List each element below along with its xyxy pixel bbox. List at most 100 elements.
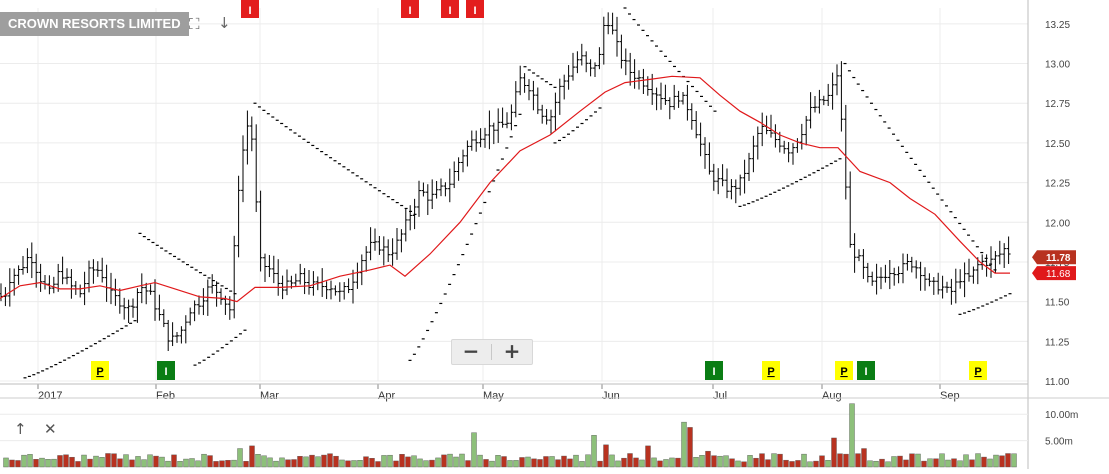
ohlc-bar	[817, 89, 822, 114]
volume-bar	[627, 453, 633, 468]
ohlc-bar	[527, 79, 531, 101]
ohlc-bar	[214, 281, 219, 307]
ohlc-bar	[562, 74, 567, 100]
volume-bar	[555, 459, 561, 468]
volume-bar	[411, 455, 417, 468]
ohlc-bar	[799, 123, 804, 150]
volume-bar	[207, 455, 213, 468]
volume-bar	[777, 453, 783, 468]
ohlc-bar	[364, 246, 369, 272]
ohlc-bar	[843, 104, 848, 200]
ohlc-bar	[293, 273, 298, 287]
volume-bar	[261, 455, 267, 468]
ohlc-bar	[351, 269, 355, 304]
ohlc-bar	[263, 253, 267, 283]
ohlc-bar	[782, 140, 787, 154]
ohlc-bar	[399, 229, 404, 253]
close-icon[interactable]: ✕	[44, 420, 57, 438]
ohlc-bar	[544, 108, 549, 125]
ohlc-bar	[188, 307, 193, 326]
ohlc-bar	[795, 138, 800, 153]
ma-value-label: 11.68	[1046, 269, 1071, 280]
volume-bar	[645, 445, 651, 468]
ohlc-bar	[7, 268, 12, 307]
volume-bar	[465, 460, 471, 468]
volume-bar	[129, 459, 135, 468]
ohlc-bar	[575, 51, 580, 74]
ohlc-bar	[210, 274, 215, 294]
ohlc-bar	[285, 269, 289, 296]
price-y-tick-label: 12.50	[1045, 139, 1070, 150]
volume-bar	[447, 453, 453, 468]
ohlc-bar	[786, 142, 791, 163]
signal-marker	[857, 361, 875, 380]
ohlc-bar	[861, 249, 866, 279]
volume-bar	[837, 453, 843, 468]
ohlc-bar	[329, 280, 333, 300]
ohlc-bar	[887, 259, 892, 290]
ohlc-bar	[711, 163, 716, 191]
volume-bar	[189, 458, 195, 468]
volume-bar	[117, 458, 123, 468]
volume-bar	[1011, 453, 1017, 468]
volume-bar	[309, 454, 315, 468]
ohlc-bar	[707, 142, 712, 175]
ohlc-bar	[588, 59, 593, 77]
signal-marker-label: I	[473, 5, 476, 17]
zoom-controls: − +	[451, 339, 533, 365]
volume-bar	[321, 454, 327, 468]
zoom-out-button[interactable]: −	[462, 339, 480, 363]
chart-title: CROWN RESORTS LIMITED	[0, 12, 189, 36]
ohlc-bar	[342, 282, 347, 300]
volume-bar	[993, 454, 999, 468]
ohlc-bar	[610, 12, 615, 35]
signal-marker	[91, 361, 109, 380]
ohlc-bar	[271, 255, 276, 284]
ohlc-bar	[452, 161, 457, 189]
volume-bar	[915, 453, 921, 468]
ohlc-bar	[593, 62, 597, 77]
volume-bar	[795, 460, 801, 468]
expand-icon[interactable]: ⛶	[189, 15, 200, 33]
ohlc-bar	[368, 227, 373, 261]
ohlc-bar	[95, 261, 100, 277]
volume-bar	[687, 427, 693, 468]
ohlc-bar	[500, 107, 505, 128]
ohlc-bar	[865, 262, 870, 283]
volume-bar	[939, 453, 945, 468]
zoom-in-button[interactable]: +	[503, 339, 521, 363]
ohlc-bar	[29, 242, 34, 279]
ohlc-bar	[219, 288, 223, 305]
volume-bar	[513, 460, 519, 468]
volume-bar	[105, 453, 111, 468]
signal-marker	[401, 0, 419, 18]
ohlc-bar	[967, 258, 971, 282]
volume-bar	[327, 453, 333, 468]
ohlc-bar	[390, 238, 395, 266]
ohlc-bar	[953, 268, 958, 304]
volume-bar	[483, 459, 489, 468]
signal-marker-label: P	[974, 366, 981, 378]
volume-bar	[567, 458, 573, 468]
volume-bar	[693, 457, 699, 468]
ohlc-bar	[408, 205, 413, 231]
x-tick-label: Jun	[602, 390, 620, 402]
volume-bar	[933, 458, 939, 468]
ohlc-bar	[443, 182, 448, 197]
arrow-down-icon[interactable]: ↓	[218, 14, 231, 32]
volume-bar	[81, 454, 87, 468]
arrow-up-icon[interactable]: ↑	[14, 420, 27, 438]
ohlc-bar	[949, 278, 954, 305]
volume-bar	[897, 455, 903, 468]
price-y-tick-label: 11.25	[1045, 337, 1070, 348]
x-tick-label: Mar	[260, 390, 279, 402]
ohlc-bar	[434, 180, 439, 199]
volume-bar	[951, 458, 957, 468]
ohlc-bar	[73, 280, 78, 295]
ohlc-bar	[883, 264, 888, 283]
ohlc-bar	[474, 130, 479, 152]
ohlc-bar	[496, 108, 501, 143]
volume-bar	[615, 460, 621, 468]
ohlc-bar	[25, 248, 30, 274]
